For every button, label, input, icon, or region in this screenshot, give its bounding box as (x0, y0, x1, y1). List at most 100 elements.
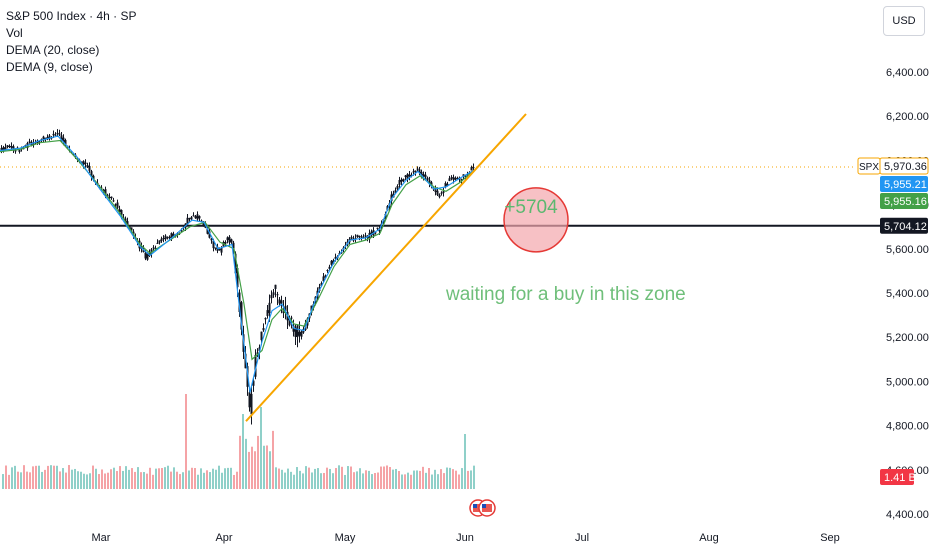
candle-body (186, 217, 189, 225)
price-tag-text: 5,955.16 (884, 196, 927, 208)
event-flag-canton (482, 504, 486, 508)
volume-tag[interactable] (880, 469, 914, 485)
candle-body (154, 247, 157, 249)
volume-bar (143, 472, 145, 489)
legend-dema-20[interactable]: DEMA (20, close) (6, 43, 100, 57)
candle-body (4, 147, 7, 150)
x-tick-label: Jun (456, 532, 474, 544)
volume-bar (206, 470, 208, 489)
candle-body (404, 175, 407, 177)
volume-bar (149, 467, 151, 489)
y-tick-label: 4,800.00 (886, 421, 929, 433)
currency-button[interactable]: USD (883, 6, 925, 36)
spx-tag-label: SPX (859, 162, 879, 173)
legend-dema-9[interactable]: DEMA (9, close) (6, 60, 93, 74)
annotation-text[interactable]: waiting for a buy in this zone (446, 284, 686, 305)
volume-bar (77, 471, 79, 489)
volume-bar (236, 471, 238, 489)
candle-body (274, 284, 277, 289)
candle-body (464, 176, 467, 178)
volume-bar (194, 468, 196, 489)
legend-title[interactable]: S&P 500 Index · 4h · SP (6, 9, 137, 23)
y-tick-label: 6,200.00 (886, 111, 929, 123)
volume-bar (458, 474, 460, 489)
candle-body (38, 141, 41, 143)
candle-body (160, 238, 163, 241)
volume-bar (350, 466, 352, 489)
candle-body (190, 217, 193, 220)
volume-bar (41, 471, 43, 489)
y-tick-label: 4,400.00 (886, 509, 929, 521)
candle-body (276, 294, 279, 296)
candle-body (330, 260, 333, 265)
candle-body (264, 318, 267, 320)
candle-body (152, 247, 155, 249)
candle-body (158, 240, 161, 243)
volume-bar (467, 470, 469, 489)
volume-tag-text: 1.41 B (884, 472, 916, 484)
candle-body (262, 328, 265, 331)
volume-bar (311, 472, 313, 489)
volume-bar (470, 470, 472, 489)
volume-bar (437, 474, 439, 489)
volume-bar (191, 467, 193, 489)
volume-bar (314, 468, 316, 489)
volume-bar (158, 468, 160, 489)
buy-zone-circle[interactable] (503, 187, 569, 253)
volume-bar (296, 467, 298, 489)
volume-bar (356, 471, 358, 489)
candle-body (442, 191, 445, 193)
candle-body (196, 214, 199, 220)
price-tag[interactable] (880, 175, 928, 192)
trendline[interactable] (245, 113, 527, 422)
candle-body (426, 177, 429, 181)
volume-bar (56, 465, 58, 489)
volume-bar (293, 474, 295, 489)
volume-bar (341, 466, 343, 489)
candle-body (54, 134, 57, 136)
volume-bar (275, 467, 277, 489)
candle-body (14, 150, 17, 152)
candle-body (278, 299, 281, 304)
price-tag-text: 5,955.21 (884, 179, 927, 191)
candle-body (258, 347, 261, 352)
candle-body (374, 232, 377, 234)
volume-bar (230, 467, 232, 489)
volume-bar (74, 468, 76, 489)
candle-body (358, 236, 361, 238)
legend-vol[interactable]: Vol (6, 26, 23, 40)
volume-bar (266, 445, 268, 489)
candle-body (110, 196, 113, 199)
volume-bar (419, 470, 421, 489)
volume-bar (20, 472, 22, 489)
volume-bar (155, 468, 157, 489)
y-tick-label: 5,400.00 (886, 288, 929, 300)
price-tag[interactable] (880, 192, 928, 209)
volume-bar (371, 474, 373, 489)
candle-body (218, 249, 221, 251)
candle-body (200, 220, 203, 222)
candle-body (6, 145, 9, 148)
candle-body (148, 252, 151, 256)
volume-bar (449, 467, 451, 489)
price-tag[interactable] (880, 217, 928, 234)
volume-bar (263, 445, 265, 489)
price-tag[interactable] (879, 157, 929, 175)
volume-bar (473, 465, 475, 489)
volume-bar (242, 414, 244, 489)
volume-bar (218, 465, 220, 489)
volume-bar (347, 466, 349, 489)
volume-bar (125, 466, 127, 489)
volume-bar (323, 472, 325, 489)
candle-body (294, 327, 297, 337)
candle-body (120, 209, 123, 216)
candle-body (412, 171, 415, 173)
volume-bar (269, 451, 271, 489)
candle-body (82, 161, 85, 165)
candle-body (416, 168, 419, 170)
volume-bar (335, 468, 337, 489)
volume-bar (212, 468, 214, 489)
volume-bar (5, 465, 7, 489)
